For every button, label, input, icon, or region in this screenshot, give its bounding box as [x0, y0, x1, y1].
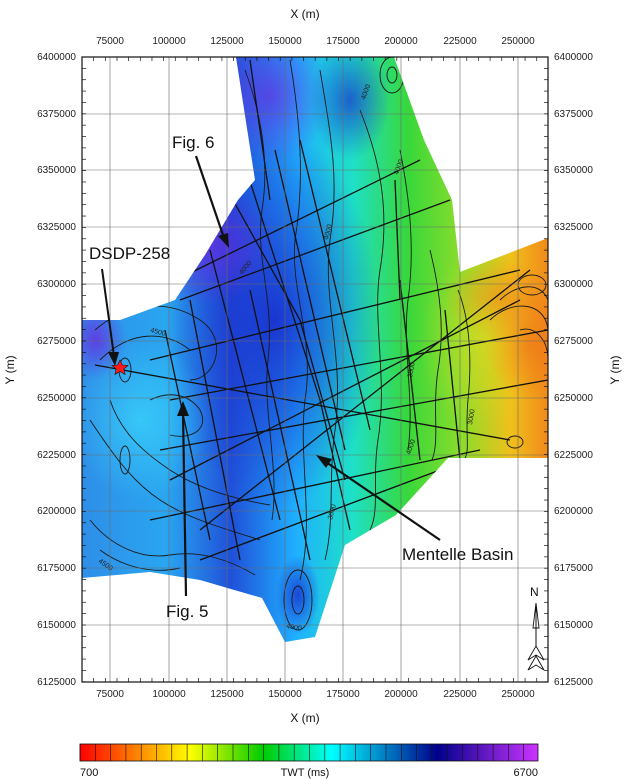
axis-minor-ticks [81, 56, 548, 683]
contour-label: 3000 [327, 504, 338, 521]
north-label: N [530, 585, 539, 599]
y-tick-right: 6200000 [554, 506, 593, 517]
y-tick-left: 6400000 [37, 52, 76, 63]
colorbar-max-label: 6700 [514, 767, 538, 779]
x-tick-bottom: 200000 [384, 689, 418, 700]
contour-label: 4000 [360, 84, 372, 101]
annotation-dsdp: DSDP-258 [89, 244, 170, 376]
fig5-arrow-head [177, 401, 189, 416]
y-tick-left: 6125000 [37, 677, 76, 688]
contour-label: 4000 [405, 439, 417, 456]
y-tick-right: 6250000 [554, 393, 593, 404]
fig6-arrow-head [218, 233, 229, 248]
y-tick-right: 6350000 [554, 165, 593, 176]
y-tick-right: 6300000 [554, 279, 593, 290]
x-tick-top: 200000 [384, 36, 418, 47]
contour-lines [89, 57, 548, 631]
seismic-lines [94, 59, 548, 561]
x-tick-bottom: 75000 [96, 689, 124, 700]
y-axis-title-left: Y (m) [3, 355, 17, 384]
mentelle-arrow-head [316, 455, 332, 468]
y-tick-right: 6375000 [554, 109, 593, 120]
x-axis-title-top: X (m) [290, 7, 319, 21]
y-tick-right: 6125000 [554, 677, 593, 688]
annotation-dsdp-label: DSDP-258 [89, 244, 170, 263]
y-tick-right: 6400000 [554, 52, 593, 63]
x-tick-bottom: 225000 [443, 689, 477, 700]
y-tick-left: 6325000 [37, 222, 76, 233]
y-ticks-right: 6400000 6375000 6350000 6325000 6300000 … [554, 52, 593, 688]
annotation-fig5: Fig. 5 [166, 401, 209, 621]
colorbar-min-label: 700 [80, 767, 98, 779]
colorbar: 700 TWT (ms) 6700 [79, 743, 539, 779]
y-tick-right: 6150000 [554, 620, 593, 631]
y-axis-title-right: Y (m) [608, 355, 622, 384]
dsdp-well-star-icon [111, 359, 129, 376]
annotation-fig6: Fig. 6 [172, 133, 229, 248]
annotation-fig5-label: Fig. 5 [166, 602, 209, 621]
y-tick-left: 6200000 [37, 506, 76, 517]
x-tick-top: 175000 [326, 36, 360, 47]
y-tick-left: 6300000 [37, 279, 76, 290]
dsdp-arrow-line [101, 268, 115, 357]
contour-label: 4000 [323, 224, 334, 241]
x-tick-top: 250000 [501, 36, 535, 47]
annotation-mentelle: Mentelle Basin [316, 455, 514, 564]
fig6-arrow-line [194, 155, 226, 239]
x-axis-title-bottom: X (m) [290, 711, 319, 725]
x-tick-bottom: 150000 [268, 689, 302, 700]
y-tick-left: 6175000 [37, 563, 76, 574]
contour-label: 4000 [286, 623, 303, 633]
x-tick-top: 225000 [443, 36, 477, 47]
y-tick-left: 6350000 [37, 165, 76, 176]
x-tick-bottom: 250000 [501, 689, 535, 700]
colorbar-title: TWT (ms) [281, 767, 330, 779]
y-tick-left: 6225000 [37, 450, 76, 461]
y-tick-right: 6275000 [554, 336, 593, 347]
contour-label: 3000 [407, 362, 417, 379]
x-tick-bottom: 175000 [326, 689, 360, 700]
y-tick-left: 6150000 [37, 620, 76, 631]
north-arrow-icon: N [527, 585, 545, 671]
x-tick-bottom: 125000 [210, 689, 244, 700]
x-tick-top: 125000 [210, 36, 244, 47]
annotation-fig6-label: Fig. 6 [172, 133, 215, 152]
annotation-mentelle-label: Mentelle Basin [402, 545, 514, 564]
fig5-arrow-line [181, 411, 188, 597]
contour-label: 4000 [393, 159, 405, 176]
y-tick-left: 6375000 [37, 109, 76, 120]
y-tick-left: 6250000 [37, 393, 76, 404]
contour-label: 4500 [149, 327, 166, 338]
mentelle-arrow-line [325, 461, 441, 541]
x-tick-top: 75000 [96, 36, 124, 47]
y-tick-right: 6175000 [554, 563, 593, 574]
colorbar-ticks [79, 744, 525, 761]
contour-label: 3000 [467, 409, 477, 426]
colorbar-gradient [79, 743, 539, 762]
y-ticks-left: 6400000 6375000 6350000 6325000 6300000 … [37, 52, 76, 688]
dsdp-arrow-head [108, 352, 119, 366]
x-tick-bottom: 100000 [152, 689, 186, 700]
y-tick-left: 6275000 [37, 336, 76, 347]
map-grid [82, 57, 548, 682]
y-tick-right: 6225000 [554, 450, 593, 461]
x-tick-top: 150000 [268, 36, 302, 47]
y-tick-right: 6325000 [554, 222, 593, 233]
x-tick-top: 100000 [152, 36, 186, 47]
